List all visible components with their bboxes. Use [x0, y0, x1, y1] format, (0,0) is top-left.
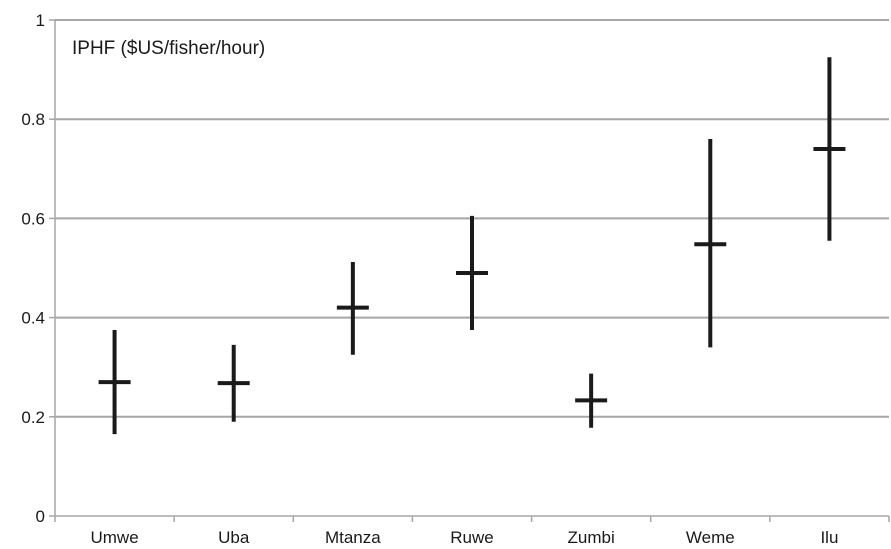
- x-category-label: Ruwe: [450, 528, 493, 547]
- y-tick-label: 0.2: [21, 408, 45, 427]
- data-marks: [98, 57, 846, 435]
- x-category-label: Uba: [218, 528, 250, 547]
- x-category-label: Zumbi: [568, 528, 615, 547]
- x-category-label: Umwe: [90, 528, 138, 547]
- x-category-label: Weme: [686, 528, 735, 547]
- y-tick-label: 0: [36, 507, 45, 526]
- y-tick-label: 0.8: [21, 110, 45, 129]
- y-tick-label: 1: [36, 11, 45, 30]
- chart-title: IPHF ($US/fisher/hour): [72, 38, 265, 59]
- axis-labels: 0 0.2 0.4 0.6 0.8 1 Umwe Uba Mtanza Ruwe Zumbi Weme…: [21, 11, 838, 547]
- x-category-label: Ilu: [820, 528, 838, 547]
- y-tick-label: 0.6: [21, 209, 45, 228]
- axes: [49, 19, 890, 522]
- y-tick-label: 0.4: [21, 309, 45, 328]
- x-category-label: Mtanza: [325, 528, 381, 547]
